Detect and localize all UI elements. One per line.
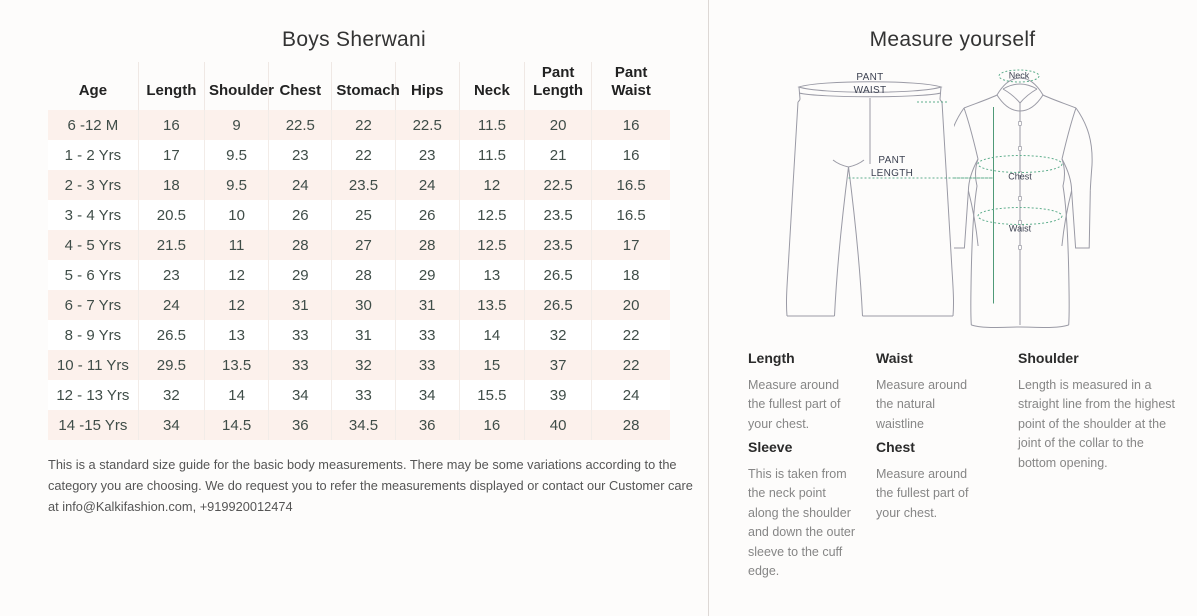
svg-text:Waist: Waist (1009, 224, 1032, 234)
svg-text:Neck: Neck (1009, 71, 1030, 81)
svg-text:Chest: Chest (1008, 172, 1032, 182)
svg-text:LENGTH: LENGTH (871, 168, 913, 179)
svg-text:WAIST: WAIST (854, 85, 887, 96)
svg-text:PANT: PANT (878, 155, 905, 166)
svg-text:PANT: PANT (856, 72, 883, 83)
